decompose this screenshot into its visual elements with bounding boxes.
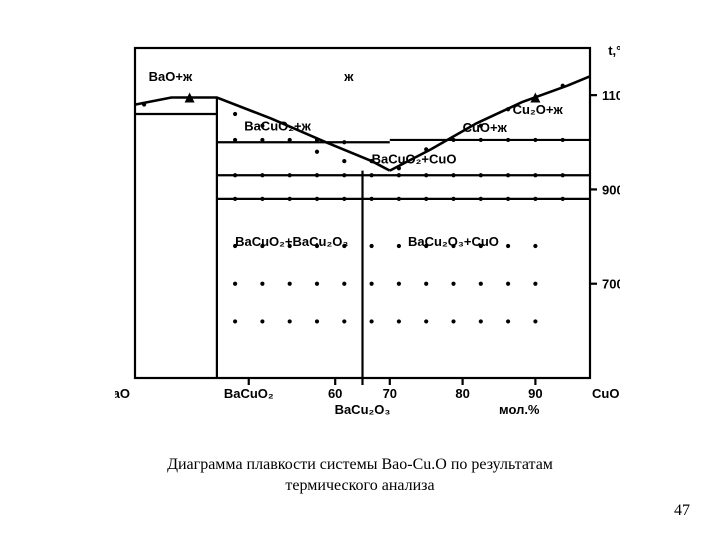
figure-caption: Диаграмма плавкости системы Bao-Cu.O по …: [0, 455, 720, 497]
svg-text:BaCu₂O₃: BaCu₂O₃: [335, 402, 391, 417]
svg-text:CuO+ж: CuO+ж: [463, 120, 508, 135]
svg-text:BaCuO₂: BaCuO₂: [224, 386, 274, 401]
caption-line-2: термического анализа: [285, 477, 434, 494]
svg-text:BaO+ж: BaO+ж: [149, 69, 193, 84]
svg-text:700: 700: [602, 277, 620, 292]
svg-text:Cu₂O+ж: Cu₂O+ж: [513, 102, 564, 117]
phase-diagram: 1100 900 700 BaCuO₂ 60 70BaCu₂O₃ 80 90 BaO CuO мол…: [115, 30, 620, 425]
svg-text:BaCuO₂+CuO: BaCuO₂+CuO: [372, 152, 457, 167]
svg-text:ж: ж: [343, 69, 354, 84]
svg-text:t,°C: t,°C: [608, 43, 620, 58]
svg-text:80: 80: [455, 386, 469, 401]
svg-text:60: 60: [328, 386, 342, 401]
caption-line-1: Диаграмма плавкости системы Bao-Cu.O по …: [167, 456, 553, 473]
svg-text:BaCuO₂+BaCu₂O₃: BaCuO₂+BaCu₂O₃: [235, 234, 348, 249]
svg-text:900: 900: [602, 182, 620, 197]
svg-text:90: 90: [528, 386, 542, 401]
svg-text:CuO: CuO: [592, 386, 619, 401]
svg-text:BaCuO₂+ж: BaCuO₂+ж: [244, 119, 311, 134]
svg-text:BaCu₂O₃+CuO: BaCu₂O₃+CuO: [408, 234, 499, 249]
svg-text:70: 70: [383, 386, 397, 401]
page-number: 47: [674, 502, 690, 520]
svg-text:1100: 1100: [602, 88, 620, 103]
svg-text:BaO: BaO: [115, 386, 130, 401]
svg-text:мол.%: мол.%: [499, 402, 540, 417]
